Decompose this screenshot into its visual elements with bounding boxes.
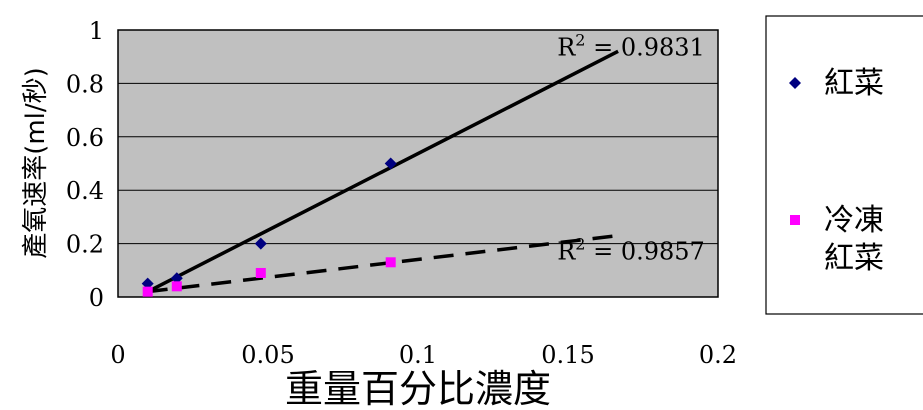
x-tick-label: 0.05 <box>241 341 294 369</box>
grid-lines <box>118 82 718 245</box>
data-point-series-1 <box>170 272 183 285</box>
data-point-series-2 <box>255 267 266 278</box>
plot-area <box>117 29 719 298</box>
data-points <box>141 157 397 297</box>
r-squared-label: R2 = 0.9857 <box>557 235 705 266</box>
x-tick-label: 0.1 <box>399 341 437 369</box>
y-tick-label: 0 <box>89 284 104 312</box>
x-tick-label: 0.15 <box>541 341 594 369</box>
y-tick-label: 0.4 <box>66 177 104 205</box>
data-point-series-2 <box>142 286 153 297</box>
legend-box <box>765 15 923 315</box>
data-point-series-1 <box>141 277 154 290</box>
y-tick-label: 0.2 <box>66 231 104 259</box>
legend-label: 紅菜 <box>824 241 884 276</box>
x-tick-labels: 0 0.05 0.1 0.15 0.2 <box>110 341 737 369</box>
trendline-2 <box>147 233 619 294</box>
y-tick-label: 1 <box>89 17 104 45</box>
legend-marker-diamond <box>789 77 801 89</box>
trendline-1 <box>146 49 619 294</box>
trendlines <box>146 49 619 294</box>
x-tick-label: 0.2 <box>699 341 737 369</box>
legend-marker-square <box>790 215 800 225</box>
y-tick-label: 0.8 <box>66 70 104 98</box>
y-axis-title: 產氧速率(ml/秒) <box>21 67 51 259</box>
y-tick-label: 0.6 <box>66 124 104 152</box>
y-tick-labels: 0 0.2 0.4 0.6 0.8 1 <box>66 17 104 312</box>
r-squared-labels: R2 = 0.9831 R2 = 0.9857 <box>557 30 705 265</box>
data-point-series-1 <box>384 157 397 170</box>
x-tick-label: 0 <box>110 341 125 369</box>
data-point-series-1 <box>254 237 267 250</box>
r-squared-label: R2 = 0.9831 <box>557 30 705 61</box>
data-point-series-2 <box>171 281 182 292</box>
x-axis-title: 重量百分比濃度 <box>285 367 551 410</box>
legend-label: 紅菜 <box>824 66 884 101</box>
legend-label: 冷凍 <box>824 203 884 238</box>
data-point-series-2 <box>385 257 396 268</box>
